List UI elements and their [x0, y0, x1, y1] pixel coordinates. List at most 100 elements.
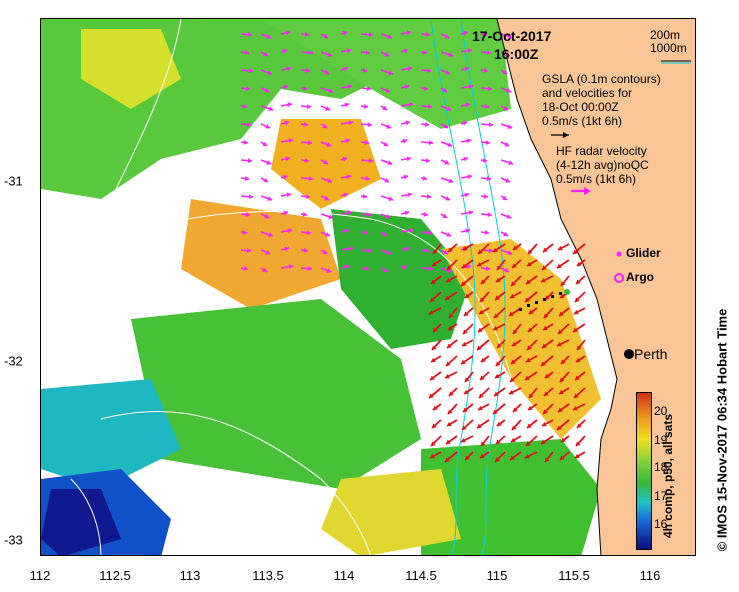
velocity-arrow-head: [496, 277, 501, 282]
velocity-arrow-head: [504, 267, 509, 273]
velocity-arrow-head: [541, 277, 546, 283]
velocity-arrow-head: [384, 177, 389, 183]
velocity-arrow-head: [430, 297, 435, 302]
x-tick: 114: [333, 568, 355, 583]
velocity-arrow-head: [425, 32, 430, 38]
velocity-arrow-head: [465, 102, 470, 108]
velocity-arrow-head: [366, 86, 371, 92]
gsla-vector-field: [240, 30, 514, 273]
y-tick: -32: [4, 353, 23, 369]
velocity-arrow-head: [463, 329, 468, 334]
velocity-arrow-head: [541, 361, 546, 366]
velocity-arrow-head: [462, 425, 467, 430]
velocity-arrow-head: [479, 309, 484, 315]
velocity-arrow-head: [266, 34, 271, 39]
sst-field: [41, 19, 695, 555]
velocity-arrow-head: [428, 266, 433, 272]
velocity-arrow-head: [305, 194, 310, 200]
velocity-arrow-head: [383, 141, 388, 147]
velocity-arrow-head: [527, 423, 532, 428]
velocity-arrow-head: [496, 439, 501, 444]
colorbar-tick: 17: [654, 489, 668, 503]
velocity-arrow-head: [561, 359, 566, 364]
glider-label: Glider: [626, 246, 661, 260]
velocity-arrow-head: [577, 345, 582, 350]
velocity-arrow-head: [328, 214, 333, 220]
velocity-arrow-head: [446, 277, 451, 283]
velocity-arrow-head: [302, 85, 307, 91]
velocity-arrow-head: [323, 33, 328, 39]
velocity-arrow-head: [478, 405, 483, 411]
velocity-arrow-head: [507, 250, 512, 255]
velocity-arrow-head: [433, 405, 438, 410]
velocity-arrow-head: [262, 267, 267, 272]
velocity-arrow-head: [448, 409, 453, 414]
velocity-arrow-head: [485, 266, 490, 272]
velocity-arrow-head: [346, 48, 351, 54]
velocity-arrow-head: [505, 178, 510, 183]
velocity-arrow-head: [246, 248, 251, 254]
velocity-arrow-head: [488, 122, 493, 128]
velocity-arrow-head: [306, 230, 311, 236]
velocity-arrow-head: [493, 409, 498, 414]
x-tick: 115.5: [558, 568, 590, 583]
y-tick: -33: [4, 532, 23, 548]
velocity-arrow-head: [577, 423, 582, 428]
velocity-arrow-head: [432, 261, 437, 266]
velocity-arrow-head: [263, 177, 268, 183]
gsla-legend-scale: 0.5m/s (1kt 6h): [542, 114, 623, 128]
velocity-arrow-head: [284, 120, 289, 126]
sst-yellow-se: [321, 469, 461, 555]
velocity-arrow-head: [324, 69, 329, 75]
velocity-arrow-head: [506, 88, 511, 93]
velocity-arrow-head: [423, 85, 428, 91]
velocity-arrow-head: [508, 160, 513, 166]
velocity-arrow-head: [266, 160, 271, 165]
velocity-arrow-head: [343, 66, 348, 72]
velocity-arrow-head: [497, 343, 502, 348]
velocity-arrow-head: [402, 138, 407, 144]
velocity-arrow-head: [422, 175, 427, 181]
velocity-arrow-head: [574, 309, 579, 315]
velocity-arrow-head: [407, 66, 412, 72]
velocity-arrow-head: [448, 52, 453, 58]
velocity-arrow-head: [283, 84, 288, 90]
velocity-arrow-head: [504, 141, 509, 147]
gsla-contours: [41, 19, 522, 555]
velocity-arrow-head: [427, 230, 432, 236]
velocity-arrow-head: [433, 327, 438, 332]
gsla-legend-line1: GSLA (0.1m contours): [542, 72, 661, 86]
velocity-arrow-head: [508, 34, 513, 40]
velocity-arrow-head: [432, 423, 437, 428]
velocity-arrow-head: [344, 102, 349, 108]
velocity-arrow-head: [573, 249, 578, 254]
velocity-arrow-head: [462, 341, 467, 347]
velocity-arrow-head: [243, 139, 248, 145]
velocity-arrow-head: [477, 423, 482, 428]
velocity-arrow-head: [526, 357, 531, 363]
velocity-arrow-head: [513, 329, 518, 334]
velocity-arrow-head: [405, 120, 410, 126]
velocity-arrow-head: [264, 87, 269, 93]
velocity-arrow-head: [428, 140, 433, 146]
velocity-arrow-head: [557, 425, 562, 430]
velocity-arrow-head: [268, 106, 273, 112]
velocity-arrow-head: [248, 194, 253, 200]
velocity-arrow-head: [322, 249, 327, 254]
velocity-arrow-head: [529, 309, 534, 314]
coastline: [496, 19, 618, 555]
velocity-arrow-head: [573, 405, 578, 411]
velocity-arrow-head: [445, 457, 450, 462]
velocity-arrow-head: [385, 214, 390, 219]
sst-green-east: [261, 19, 511, 129]
gsla-legend-line3: 18-Oct 00:00Z: [542, 100, 619, 114]
velocity-arrow-head: [425, 158, 430, 164]
velocity-arrow-head: [525, 375, 530, 380]
velocity-arrow-head: [557, 341, 562, 347]
velocity-arrow-head: [528, 327, 533, 332]
velocity-arrow-head: [509, 311, 514, 316]
x-tick: 113: [179, 568, 201, 583]
velocity-arrow-head: [367, 122, 372, 128]
velocity-arrow-head: [267, 70, 272, 75]
velocity-arrow-head: [465, 377, 470, 382]
